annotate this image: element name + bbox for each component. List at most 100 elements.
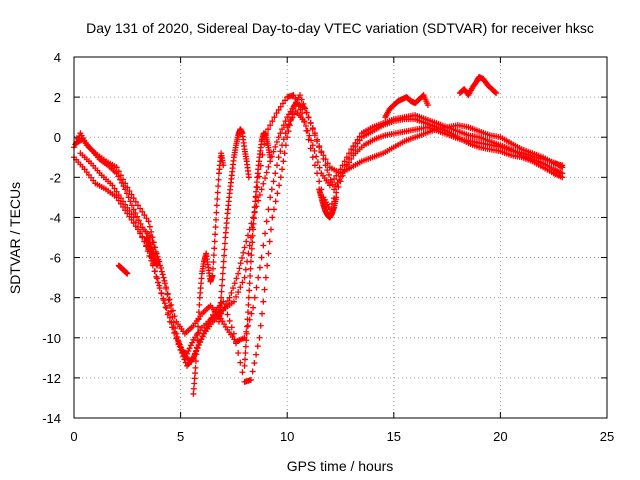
data-point — [239, 369, 246, 376]
data-point — [246, 287, 253, 294]
x-tick-label: 20 — [493, 429, 507, 444]
data-point — [263, 169, 270, 176]
data-point — [220, 258, 227, 265]
data-point — [424, 102, 431, 109]
data-point — [139, 208, 146, 215]
data-point — [302, 122, 309, 129]
data-point — [282, 97, 289, 104]
data-point — [244, 322, 251, 329]
data-point — [289, 114, 296, 121]
data-point — [247, 273, 254, 280]
x-tick-label: 15 — [387, 429, 401, 444]
data-point — [277, 130, 284, 137]
data-point — [117, 195, 124, 202]
data-point — [166, 314, 173, 321]
data-point — [309, 154, 316, 161]
data-point — [231, 280, 238, 287]
data-point — [165, 297, 172, 304]
y-tick-label: -4 — [49, 210, 61, 225]
data-point — [233, 275, 240, 282]
data-point — [168, 301, 175, 308]
data-point — [235, 289, 242, 296]
data-point — [339, 162, 346, 169]
data-point — [191, 375, 198, 382]
data-point — [146, 223, 153, 230]
data-point — [261, 286, 268, 293]
data-point — [178, 344, 185, 351]
data-point — [218, 282, 225, 289]
data-point — [236, 265, 243, 272]
data-point — [139, 233, 146, 240]
data-point — [256, 264, 263, 271]
series-peak-19 — [456, 74, 500, 99]
data-point — [128, 191, 135, 198]
data-point — [171, 329, 178, 336]
data-point — [309, 142, 316, 149]
data-point — [148, 228, 155, 235]
data-point — [251, 294, 258, 301]
data-point — [250, 226, 257, 233]
axis-ticks: 0 5 10 15 20 25 -14 -12 -10 -8 -6 -4 -2 0 2 4 — [42, 50, 614, 444]
data-point — [211, 245, 218, 252]
data-point — [265, 250, 272, 257]
data-point — [194, 330, 201, 337]
data-point — [277, 148, 284, 155]
data-point — [161, 277, 168, 284]
x-tick-label: 25 — [600, 429, 614, 444]
data-point — [221, 240, 228, 247]
data-point — [160, 274, 167, 281]
data-point — [260, 298, 267, 305]
data-point — [113, 164, 120, 171]
data-point — [215, 183, 222, 190]
data-point — [262, 274, 269, 281]
data-point — [218, 288, 225, 295]
data-point — [122, 186, 129, 193]
data-point — [251, 209, 258, 216]
data-point — [343, 154, 350, 161]
data-point — [128, 202, 135, 209]
data-point — [284, 134, 291, 141]
x-axis-label: GPS time / hours — [287, 458, 394, 474]
data-point — [130, 214, 137, 221]
data-point — [298, 96, 305, 103]
data-point — [132, 210, 139, 217]
data-point — [115, 173, 122, 180]
data-point — [218, 294, 225, 301]
data-point — [187, 342, 194, 349]
data-point — [267, 226, 274, 233]
data-point — [242, 266, 249, 273]
data-point — [241, 362, 248, 369]
data-point — [245, 301, 252, 308]
data-point — [113, 188, 120, 195]
data-point — [275, 134, 282, 141]
data-point — [346, 150, 353, 157]
x-tick-label: 10 — [280, 429, 294, 444]
data-point — [247, 258, 254, 265]
data-point — [132, 198, 139, 205]
data-point — [134, 202, 141, 209]
data-point — [78, 137, 85, 144]
data-point — [223, 301, 230, 308]
data-point — [171, 313, 178, 320]
data-point — [250, 220, 257, 227]
data-point — [219, 276, 226, 283]
data-point — [230, 298, 237, 305]
data-point — [239, 254, 246, 261]
data-point — [282, 130, 289, 137]
data-point — [308, 137, 315, 144]
data-point — [337, 173, 344, 180]
data-point — [228, 324, 235, 331]
data-point — [244, 309, 251, 316]
data-point — [240, 249, 247, 256]
data-point — [244, 316, 251, 323]
data-point — [158, 290, 165, 297]
data-point — [180, 350, 187, 357]
data-point — [122, 201, 129, 208]
data-point — [267, 194, 274, 201]
data-point — [118, 179, 125, 186]
data-point — [265, 163, 272, 170]
data-point — [291, 111, 298, 118]
data-point — [348, 155, 355, 162]
data-point — [263, 218, 270, 225]
series-hump-16 — [382, 92, 431, 121]
